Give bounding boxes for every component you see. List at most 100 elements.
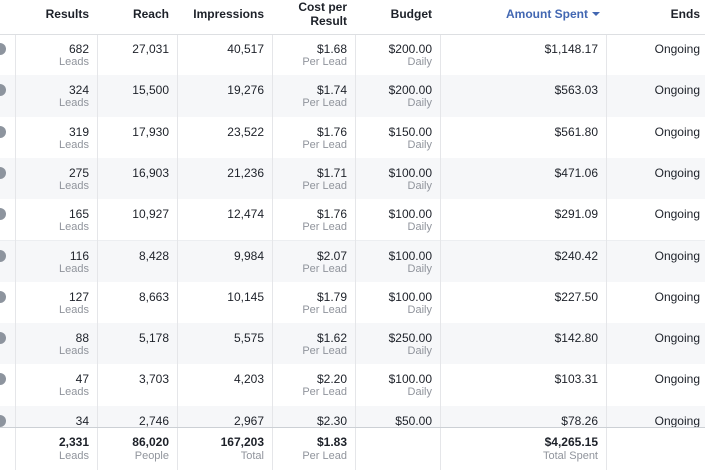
impressions-total-unit: Total bbox=[240, 450, 264, 462]
cost-value: $1.76 bbox=[316, 124, 347, 139]
impressions-value: 2,967 bbox=[233, 413, 264, 428]
amount-value: $240.42 bbox=[554, 248, 598, 263]
table-row[interactable] bbox=[0, 34, 705, 77]
results-value: 324 bbox=[68, 83, 89, 98]
budget-unit: Daily bbox=[407, 179, 432, 192]
budget-unit: Daily bbox=[407, 262, 432, 275]
reach-value: 8,428 bbox=[138, 248, 169, 263]
column-divider bbox=[272, 428, 273, 470]
budget-unit: Daily bbox=[407, 221, 432, 234]
results-total-unit: Leads bbox=[59, 450, 89, 462]
ends-value: Ongoing bbox=[654, 413, 700, 428]
table-row[interactable] bbox=[0, 157, 705, 201]
table-row[interactable] bbox=[0, 75, 705, 118]
amount-value: $227.50 bbox=[554, 289, 598, 304]
column-divider bbox=[440, 428, 441, 470]
amount-header[interactable]: Amount Spent bbox=[506, 7, 588, 21]
results-header[interactable]: Results bbox=[45, 7, 89, 21]
budget-value: $200.00 bbox=[388, 42, 432, 56]
cost-total: $1.83 bbox=[316, 435, 347, 449]
cost-unit: Per Lead bbox=[302, 303, 347, 316]
table-row[interactable] bbox=[0, 240, 705, 283]
results-value: 275 bbox=[68, 165, 89, 180]
cost-unit: Per Lead bbox=[302, 386, 347, 399]
ends-value: Ongoing bbox=[654, 83, 700, 98]
info-icon bbox=[0, 166, 6, 179]
impressions-total: 167,203 bbox=[220, 435, 264, 449]
ends-value: Ongoing bbox=[654, 372, 700, 387]
cost-total-unit: Per Lead bbox=[302, 450, 347, 462]
info-icon bbox=[0, 373, 6, 386]
budget-value: $250.00 bbox=[388, 331, 432, 346]
amount-value: $78.26 bbox=[561, 413, 598, 428]
impressions-header[interactable]: Impressions bbox=[193, 7, 264, 21]
budget-value: $150.00 bbox=[388, 124, 432, 139]
results-value: 682 bbox=[68, 42, 89, 56]
cost-unit: Per Lead bbox=[302, 221, 347, 234]
budget-value: $100.00 bbox=[388, 165, 432, 180]
ends-value: Ongoing bbox=[654, 124, 700, 139]
column-divider bbox=[97, 0, 98, 470]
results-unit: Leads bbox=[59, 386, 89, 399]
column-divider bbox=[15, 0, 16, 470]
column-divider bbox=[355, 0, 356, 470]
reach-value: 8,663 bbox=[138, 289, 169, 304]
column-divider bbox=[15, 428, 16, 470]
sort-caret bbox=[592, 12, 600, 16]
impressions-value: 10,145 bbox=[227, 289, 264, 304]
budget-unit: Daily bbox=[407, 345, 432, 358]
cost-value: $1.79 bbox=[316, 289, 347, 304]
reach-header[interactable]: Reach bbox=[132, 7, 169, 21]
info-icon bbox=[0, 290, 6, 303]
table-row[interactable] bbox=[0, 281, 705, 325]
budget-value: $200.00 bbox=[388, 83, 432, 98]
amount-value: $291.09 bbox=[554, 207, 598, 222]
amount-total-unit: Total Spent bbox=[542, 450, 598, 462]
ends-value: Ongoing bbox=[654, 248, 700, 263]
ends-value: Ongoing bbox=[654, 331, 700, 346]
cost-header[interactable]: Cost per Result bbox=[298, 0, 347, 28]
impressions-value: 4,203 bbox=[233, 372, 264, 387]
impressions-value: 21,236 bbox=[227, 165, 264, 180]
reach-value: 16,903 bbox=[132, 165, 169, 180]
reach-value: 3,703 bbox=[138, 372, 169, 387]
reach-total-unit: People bbox=[134, 450, 169, 462]
results-unit: Leads bbox=[59, 56, 89, 68]
ends-value: Ongoing bbox=[654, 42, 700, 56]
table-row[interactable] bbox=[0, 323, 705, 366]
info-icon bbox=[0, 84, 6, 97]
budget-unit: Daily bbox=[407, 303, 432, 316]
budget-unit: Daily bbox=[407, 97, 432, 110]
ends-value: Ongoing bbox=[654, 289, 700, 304]
results-value: 88 bbox=[75, 331, 89, 346]
budget-header[interactable]: Budget bbox=[390, 7, 432, 21]
column-divider bbox=[355, 428, 356, 470]
results-unit: Leads bbox=[59, 262, 89, 275]
table-row[interactable] bbox=[0, 116, 705, 159]
impressions-value: 23,522 bbox=[227, 124, 264, 139]
cost-value: $1.71 bbox=[316, 165, 347, 180]
impressions-value: 9,984 bbox=[233, 248, 264, 263]
info-icon bbox=[0, 332, 6, 345]
results-value: 127 bbox=[68, 289, 89, 304]
budget-value: $50.00 bbox=[395, 413, 432, 428]
info-icon bbox=[0, 43, 6, 55]
amount-value: $563.03 bbox=[554, 83, 598, 98]
results-total: 2,331 bbox=[58, 435, 89, 449]
cost-value: $1.74 bbox=[316, 83, 347, 98]
totals-bg bbox=[0, 427, 705, 470]
results-unit: Leads bbox=[59, 138, 89, 151]
budget-value: $100.00 bbox=[388, 207, 432, 222]
cost-value: $2.20 bbox=[316, 372, 347, 387]
amount-value: $103.31 bbox=[554, 372, 598, 387]
table-row[interactable] bbox=[0, 364, 705, 407]
impressions-value: 12,474 bbox=[227, 207, 264, 222]
results-unit: Leads bbox=[59, 179, 89, 192]
budget-value: $100.00 bbox=[388, 372, 432, 387]
table-row[interactable] bbox=[0, 199, 705, 242]
impressions-value: 19,276 bbox=[227, 83, 264, 98]
cost-unit: Per Lead bbox=[302, 262, 347, 275]
column-divider bbox=[177, 0, 178, 470]
budget-value: $100.00 bbox=[388, 289, 432, 304]
ends-header[interactable]: Ends bbox=[670, 7, 700, 21]
